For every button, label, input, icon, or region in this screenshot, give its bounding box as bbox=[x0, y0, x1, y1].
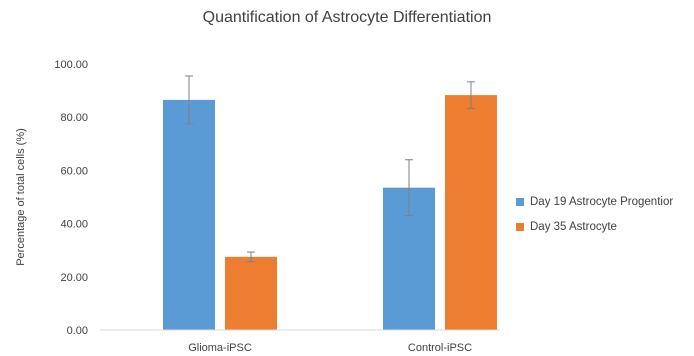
legend-label-series-2: Day 35 Astrocyte bbox=[530, 220, 617, 233]
bar bbox=[225, 256, 277, 330]
legend-item-series-2: Day 35 Astrocyte bbox=[516, 214, 673, 239]
y-tick-label: 60.00 bbox=[60, 165, 88, 177]
bar bbox=[163, 99, 215, 330]
y-axis-label: Percentage of total cells (%) bbox=[15, 128, 27, 266]
chart-title: Quantification of Astrocyte Differentiat… bbox=[202, 9, 492, 26]
legend-label-series-1: Day 19 Astrocyte Progentior bbox=[530, 195, 674, 208]
legend: Day 19 Astrocyte Progentior Day 35 Astro… bbox=[516, 189, 673, 239]
y-tick-label: 0.00 bbox=[67, 325, 88, 337]
legend-swatch-series-1 bbox=[516, 197, 524, 206]
y-tick-label: 80.00 bbox=[60, 112, 88, 124]
x-tick-label: Glioma-iPSC bbox=[188, 342, 252, 354]
bar bbox=[445, 95, 497, 330]
legend-swatch-series-2 bbox=[516, 222, 524, 231]
x-tick-label: Control-iPSC bbox=[408, 342, 472, 354]
y-tick-label: 100.00 bbox=[54, 59, 88, 71]
legend-item-series-1: Day 19 Astrocyte Progentior bbox=[516, 189, 673, 214]
y-tick-label: 20.00 bbox=[60, 272, 88, 284]
y-tick-label: 40.00 bbox=[60, 219, 88, 231]
